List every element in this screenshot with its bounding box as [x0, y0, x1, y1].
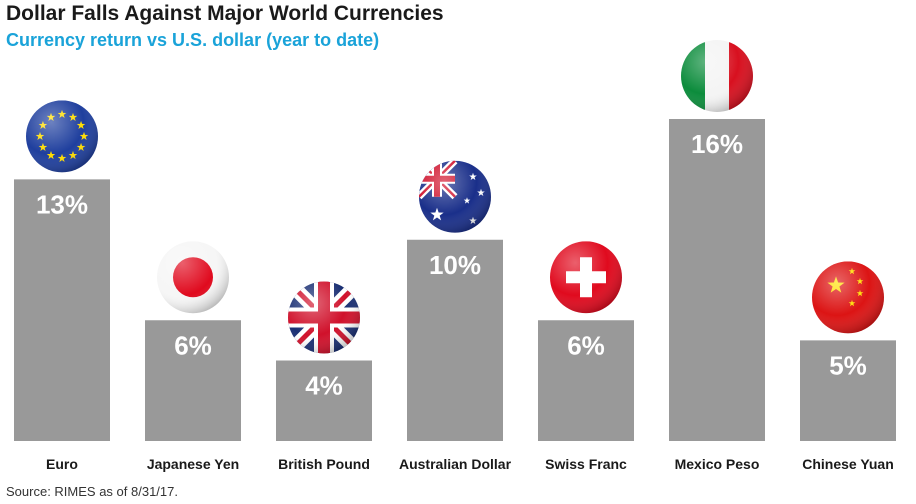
value-label: 16% [691, 129, 743, 159]
value-label: 5% [829, 350, 867, 380]
bar-australian-dollar [407, 239, 503, 441]
bar-chinese-yuan [800, 340, 896, 441]
bar-swiss-franc [538, 320, 634, 441]
value-label: 6% [174, 330, 212, 360]
category-label: British Pound [278, 456, 370, 472]
category-label: Euro [46, 456, 78, 472]
italy-flag-icon [681, 40, 753, 112]
category-label: Japanese Yen [147, 456, 239, 472]
eu-flag-icon [26, 100, 98, 173]
bar-mexico-peso [669, 119, 765, 441]
china-flag-icon [812, 261, 884, 334]
value-label: 10% [429, 250, 481, 280]
bar-euro [14, 179, 110, 441]
source-note: Source: RIMES as of 8/31/17. [6, 484, 178, 499]
category-label: Australian Dollar [399, 456, 512, 472]
category-label: Swiss Franc [545, 456, 627, 472]
value-label: 6% [567, 330, 605, 360]
chart-title: Dollar Falls Against Major World Currenc… [6, 2, 444, 25]
category-label: Chinese Yuan [802, 456, 894, 472]
chart-subtitle: Currency return vs U.S. dollar (year to … [6, 30, 380, 50]
category-label: Mexico Peso [675, 456, 760, 472]
switzerland-flag-icon [550, 241, 622, 314]
bar-british-pound [276, 360, 372, 441]
uk-flag-icon [288, 281, 360, 354]
australia-flag-icon [419, 160, 491, 233]
bar-japanese-yen [145, 320, 241, 441]
japan-flag-icon [157, 241, 229, 314]
value-label: 4% [305, 371, 343, 401]
value-label: 13% [36, 189, 88, 219]
